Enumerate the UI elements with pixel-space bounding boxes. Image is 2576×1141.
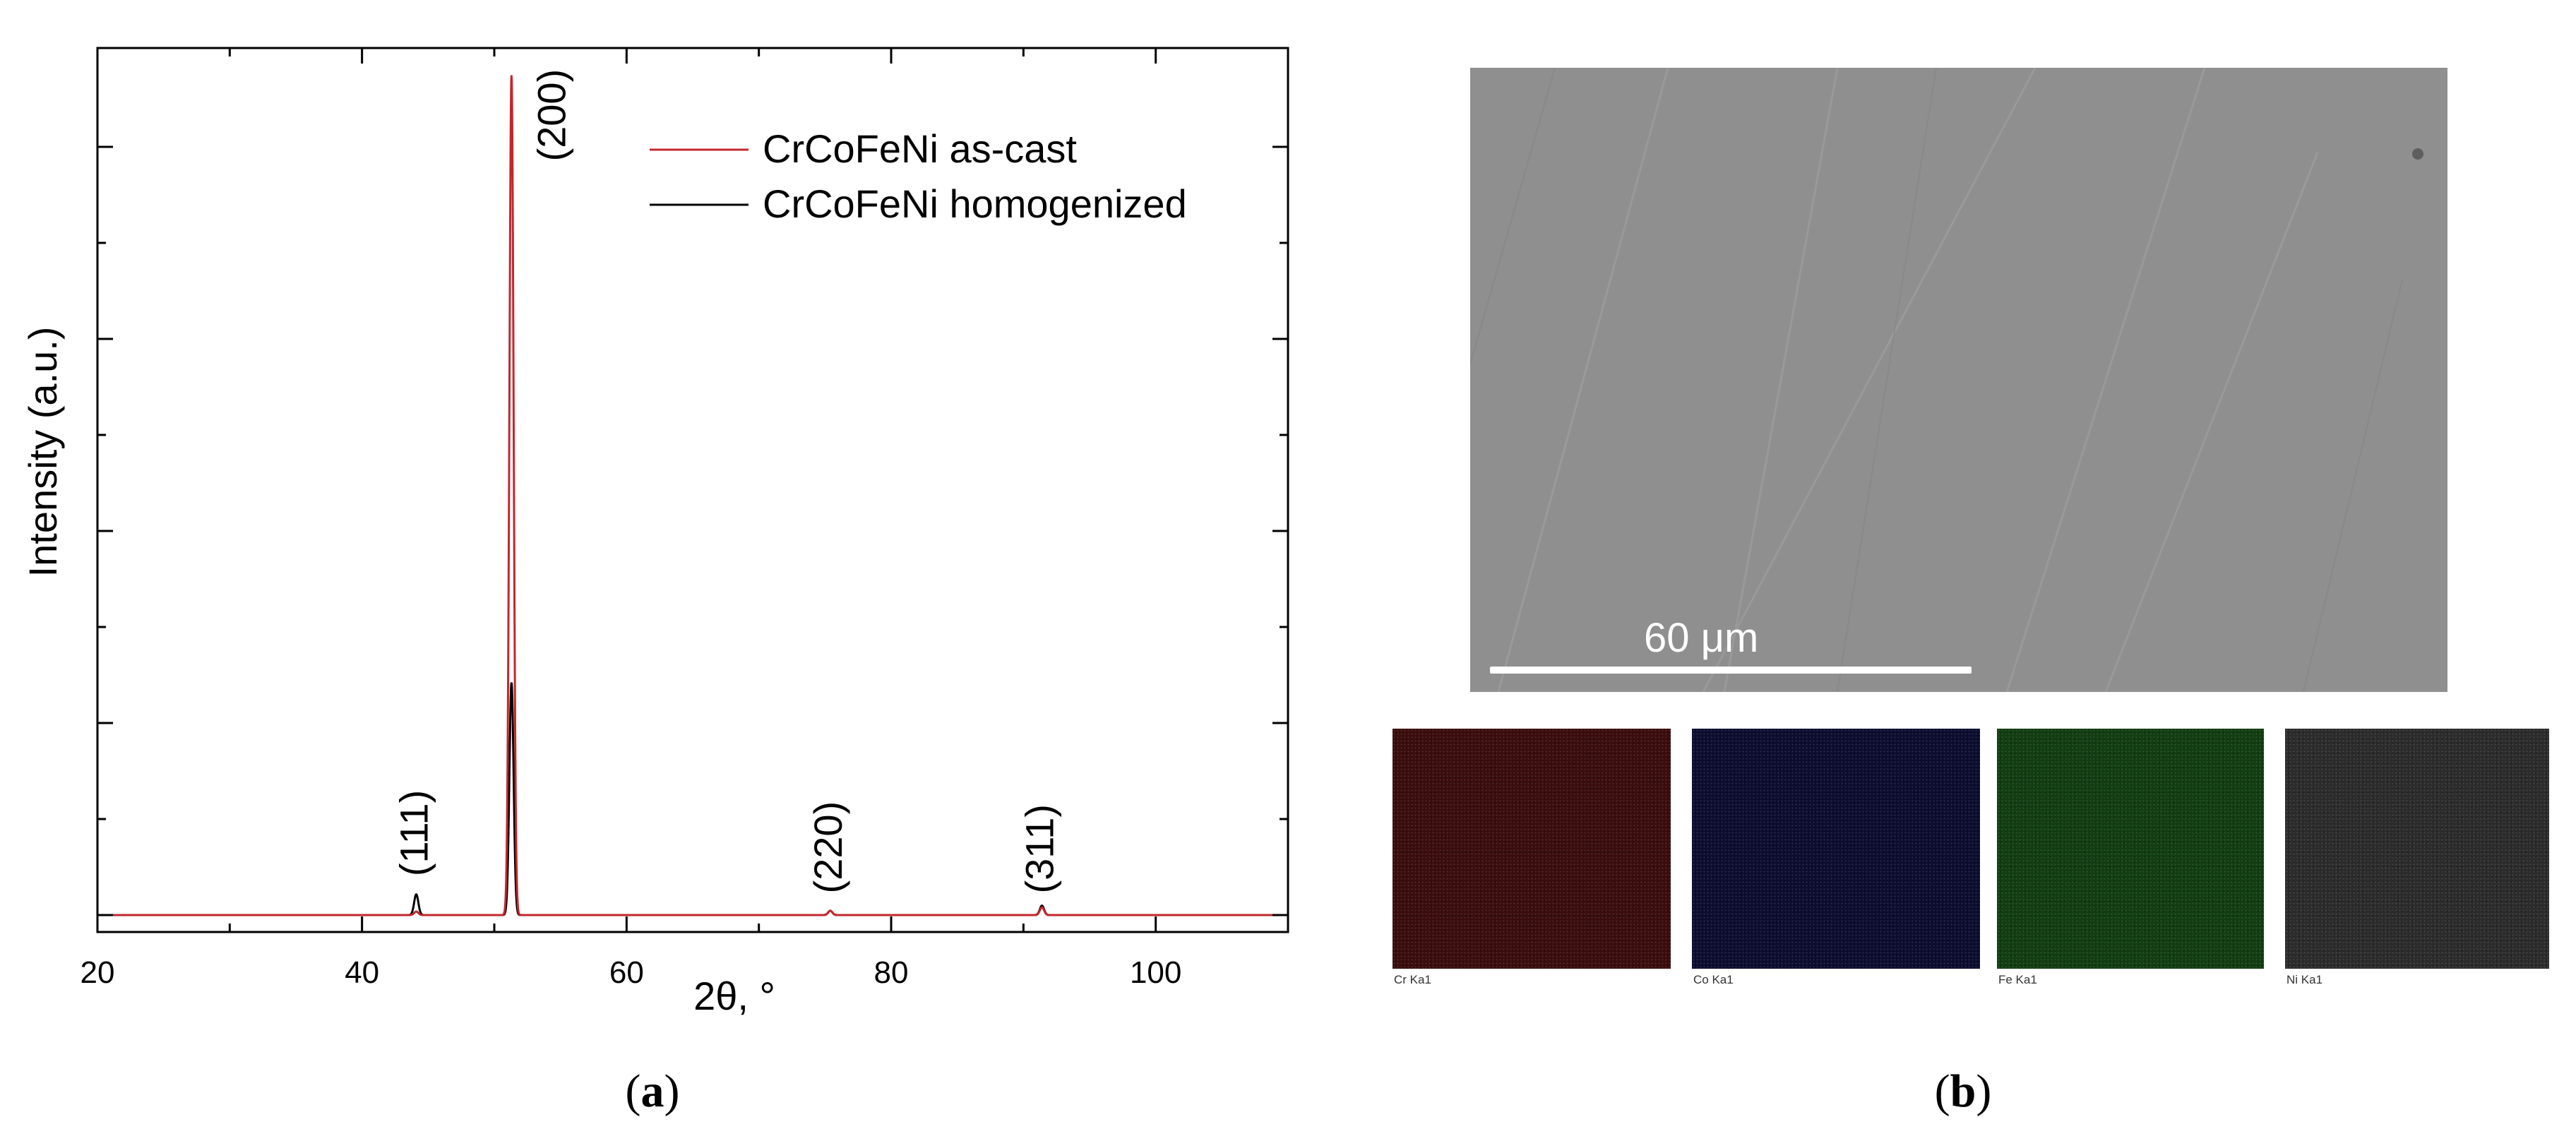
xrd-chart: 20 40 60 80 100 2θ, ° Intensity (a.u.) (111)… (20, 47, 1289, 1018)
peak-label: (311) (1018, 804, 1062, 894)
series-line-1 (97, 682, 1288, 916)
legend: CrCoFeNi as-cast CrCoFeNi homogenized (650, 126, 1187, 226)
peak-label: (111) (391, 790, 436, 876)
peak-label: (220) (806, 801, 850, 894)
panel-label-a: (a) (625, 1065, 680, 1117)
legend-label-homogenized: CrCoFeNi homogenized (763, 181, 1187, 226)
sem-micrograph: 60 μm (1470, 68, 2447, 692)
eds-caption-fe: Fe Ka1 (1998, 973, 2037, 986)
panel-label-a-letter: a (640, 1065, 664, 1117)
scale-bar-label: 60 μm (1644, 615, 1759, 661)
panel-label-b-letter: b (1950, 1065, 1976, 1117)
legend-label-as-cast: CrCoFeNi as-cast (763, 126, 1077, 171)
series-layer (97, 75, 1288, 916)
x-tick-labels: 20 40 60 80 100 (80, 955, 1182, 990)
x-tick-label: 20 (80, 955, 115, 990)
panel-label-b: (b) (1934, 1065, 1992, 1117)
x-tick-label: 100 (1130, 955, 1181, 990)
series-line-0 (97, 75, 1288, 916)
x-tick-label: 40 (345, 955, 379, 990)
x-tick-label: 60 (609, 955, 644, 990)
eds-caption-cr: Cr Ka1 (1394, 973, 1431, 986)
eds-map-ni (2285, 729, 2549, 969)
scale-bar (1490, 667, 1972, 674)
plot-frame (96, 47, 1289, 933)
eds-map-fe (1997, 729, 2264, 969)
x-tick-label: 80 (874, 955, 909, 990)
y-axis-label: Intensity (a.u.) (20, 327, 65, 578)
x-axis-label: 2θ, ° (693, 974, 775, 1018)
peak-label: (200) (529, 69, 573, 162)
peak-annotations: (111) (200) (220) (311) (391, 69, 1061, 894)
tick-layer (96, 48, 1289, 932)
eds-caption-co: Co Ka1 (1693, 973, 1734, 986)
eds-map-cr (1393, 729, 1671, 969)
eds-caption-ni: Ni Ka1 (2286, 973, 2323, 986)
sem-texture (1470, 68, 2423, 692)
eds-map-co (1692, 729, 1980, 969)
